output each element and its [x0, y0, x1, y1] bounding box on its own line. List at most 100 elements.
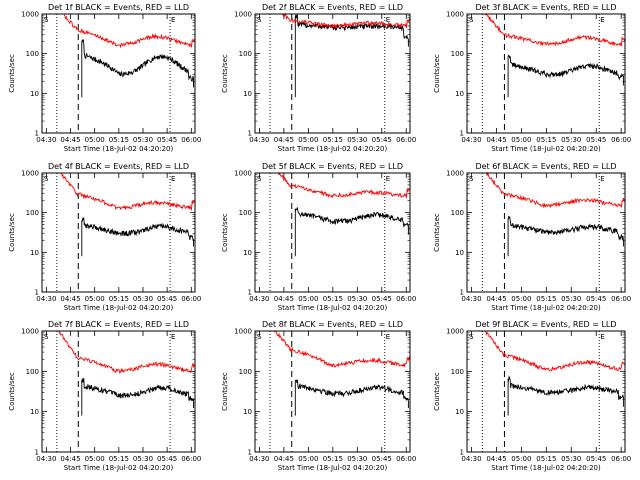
series-events-line — [81, 377, 194, 416]
start-mark: S — [44, 333, 49, 341]
x-tick-label: 04:30 — [461, 295, 481, 303]
x-tick-label: 04:30 — [249, 455, 269, 463]
y-axis-label: Counts/sec — [8, 372, 16, 411]
panel-title: Det 8f BLACK = Events, RED = LLD — [262, 320, 403, 329]
y-axis-label: Counts/sec — [433, 213, 441, 252]
series-events-line — [294, 207, 409, 257]
x-tick-label: 05:15 — [323, 455, 343, 463]
plot-frame — [466, 172, 626, 293]
y-axis-label: Counts/sec — [221, 213, 229, 252]
x-tick-label: 04:30 — [249, 295, 269, 303]
plot-frame — [41, 330, 196, 453]
end-mark: E — [600, 175, 604, 183]
x-tick-label: 05:00 — [298, 455, 318, 463]
panel-6: Det 6f BLACK = Events, RED = LLD Counts/s… — [433, 162, 631, 312]
x-axis-label: Start Time (18-Jul-02 04:20:20) — [491, 464, 601, 472]
x-tick-label: 05:00 — [85, 136, 105, 144]
start-mark: S — [44, 16, 49, 24]
y-tick-label: 100 — [26, 209, 39, 217]
x-tick-label: 04:45 — [486, 136, 506, 144]
panel-title: Det 3f BLACK = Events, RED = LLD — [475, 3, 616, 12]
x-axis-label: Start Time (18-Jul-02 04:20:20) — [278, 145, 388, 153]
panel-5: Det 5f BLACK = Events, RED = LLD Counts/s… — [221, 162, 416, 312]
x-tick-label: 05:00 — [85, 455, 105, 463]
y-tick-label: 10 — [30, 249, 39, 257]
x-tick-label: 05:45 — [586, 136, 606, 144]
y-tick-label: 1000 — [234, 11, 252, 19]
y-tick-label: 1000 — [21, 328, 39, 336]
y-tick-label: 1000 — [446, 170, 464, 178]
panel-title: Det 1f BLACK = Events, RED = LLD — [48, 3, 189, 12]
start-mark: S — [44, 175, 49, 183]
x-tick-label: 04:45 — [60, 455, 80, 463]
series-events-line — [81, 217, 194, 257]
x-tick-label: 05:15 — [109, 455, 129, 463]
panel-7: Det 7f BLACK = Events, RED = LLD Counts/s… — [8, 320, 201, 472]
x-axis-label: Start Time (18-Jul-02 04:20:20) — [278, 464, 388, 472]
x-tick-label: 05:30 — [133, 295, 153, 303]
series-lld-line — [467, 330, 626, 372]
series-lld-line — [42, 330, 196, 375]
series-events-line — [294, 379, 409, 416]
x-tick-label: 06:00 — [396, 295, 416, 303]
y-tick-label: 1 — [460, 130, 464, 138]
x-tick-label: 05:45 — [372, 295, 392, 303]
y-tick-label: 10 — [455, 90, 464, 98]
start-mark: S — [257, 16, 262, 24]
series-lld-line — [255, 172, 411, 199]
x-axis-label: Start Time (18-Jul-02 04:20:20) — [491, 304, 601, 312]
y-tick-label: 10 — [455, 249, 464, 257]
x-tick-label: 05:45 — [372, 455, 392, 463]
x-tick-label: 05:30 — [561, 136, 581, 144]
y-tick-label: 100 — [451, 209, 464, 217]
x-tick-label: 05:30 — [347, 455, 367, 463]
x-tick-label: 05:45 — [372, 136, 392, 144]
panel-title: Det 2f BLACK = Events, RED = LLD — [262, 3, 403, 12]
series-lld-line — [467, 171, 626, 209]
x-tick-label: 04:30 — [36, 455, 56, 463]
plot-frame — [466, 330, 626, 453]
x-axis-label: Start Time (18-Jul-02 04:20:20) — [64, 304, 174, 312]
panel-3: Det 3f BLACK = Events, RED = LLD Counts/s… — [433, 3, 631, 153]
x-tick-label: 04:45 — [274, 455, 294, 463]
x-tick-label: 05:30 — [347, 295, 367, 303]
panel-4: Det 4f BLACK = Events, RED = LLD Counts/s… — [8, 162, 201, 312]
x-tick-label: 05:15 — [536, 455, 556, 463]
x-tick-label: 04:45 — [274, 295, 294, 303]
y-tick-label: 1 — [248, 130, 252, 138]
x-tick-label: 04:30 — [249, 136, 269, 144]
x-tick-label: 05:00 — [298, 295, 318, 303]
y-tick-label: 10 — [243, 249, 252, 257]
start-mark: S — [469, 16, 474, 24]
panel-title: Det 7f BLACK = Events, RED = LLD — [48, 320, 189, 329]
x-tick-label: 04:45 — [60, 136, 80, 144]
end-mark: E — [386, 175, 390, 183]
end-mark: E — [386, 333, 390, 341]
y-tick-label: 1000 — [234, 170, 252, 178]
y-axis-label: Counts/sec — [8, 54, 16, 93]
x-tick-label: 04:30 — [36, 295, 56, 303]
series-events-line — [294, 13, 409, 98]
panel-2: Det 2f BLACK = Events, RED = LLD Counts/s… — [221, 3, 416, 153]
x-tick-label: 04:30 — [36, 136, 56, 144]
x-tick-label: 05:15 — [109, 136, 129, 144]
end-mark: E — [171, 333, 175, 341]
x-tick-label: 05:15 — [323, 136, 343, 144]
x-tick-label: 05:00 — [511, 295, 531, 303]
y-tick-label: 1 — [35, 130, 39, 138]
x-tick-label: 06:00 — [396, 136, 416, 144]
y-tick-label: 10 — [243, 90, 252, 98]
y-tick-label: 10 — [243, 408, 252, 416]
series-lld-line — [255, 330, 411, 368]
x-tick-label: 05:45 — [157, 295, 177, 303]
x-tick-label: 05:00 — [298, 136, 318, 144]
y-tick-label: 10 — [30, 90, 39, 98]
y-tick-label: 1 — [248, 289, 252, 297]
x-tick-label: 05:30 — [561, 455, 581, 463]
panel-title: Det 4f BLACK = Events, RED = LLD — [48, 162, 189, 171]
x-tick-label: 05:30 — [133, 136, 153, 144]
y-tick-label: 1000 — [446, 11, 464, 19]
y-tick-label: 1 — [248, 449, 252, 457]
x-tick-label: 06:00 — [611, 455, 631, 463]
x-tick-label: 05:15 — [536, 136, 556, 144]
